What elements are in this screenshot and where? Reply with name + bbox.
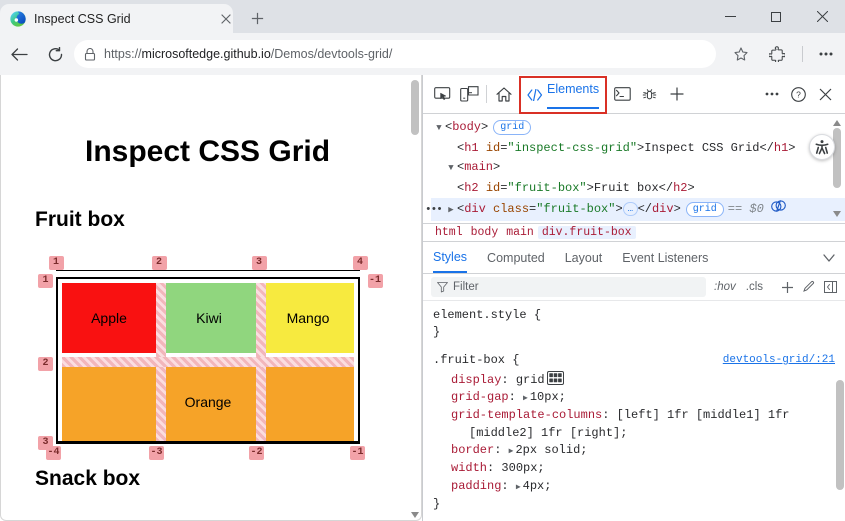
svg-text:?: ? xyxy=(796,89,801,99)
